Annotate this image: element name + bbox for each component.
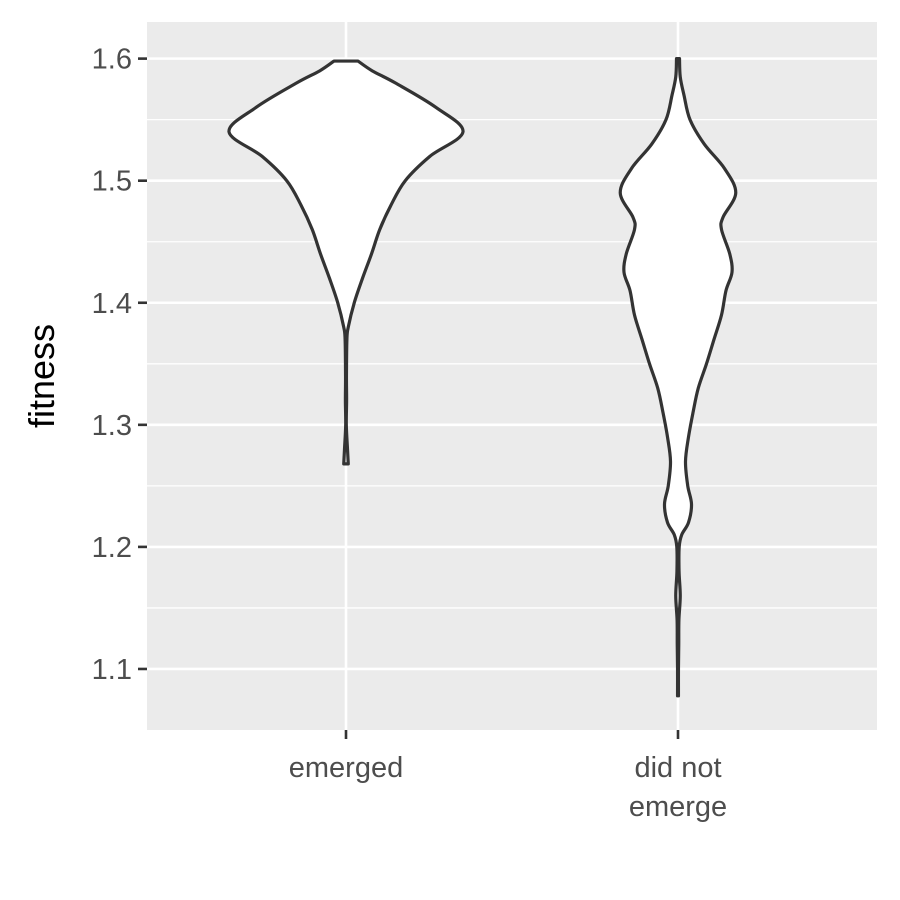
major-gridlines bbox=[147, 22, 877, 730]
violin-emerged bbox=[227, 59, 465, 466]
y-axis-title: fitness bbox=[21, 324, 62, 428]
x-axis: emerged did not emerge bbox=[289, 730, 727, 823]
y-tick-label: 1.3 bbox=[92, 410, 132, 442]
x-tick-label: emerged bbox=[289, 752, 403, 784]
y-tick-label: 1.4 bbox=[92, 288, 132, 320]
y-axis: 1.1 1.2 1.3 1.4 1.5 1.6 bbox=[92, 44, 147, 686]
y-tick-label: 1.2 bbox=[92, 532, 132, 564]
minor-gridlines bbox=[147, 119, 877, 609]
y-tick-label: 1.1 bbox=[92, 654, 132, 686]
violins bbox=[227, 57, 738, 698]
x-tick-label: did not emerge bbox=[629, 752, 727, 823]
y-tick-label: 1.5 bbox=[92, 166, 132, 198]
violin-did-not-emerge bbox=[618, 57, 738, 698]
y-tick-label: 1.6 bbox=[92, 44, 132, 76]
